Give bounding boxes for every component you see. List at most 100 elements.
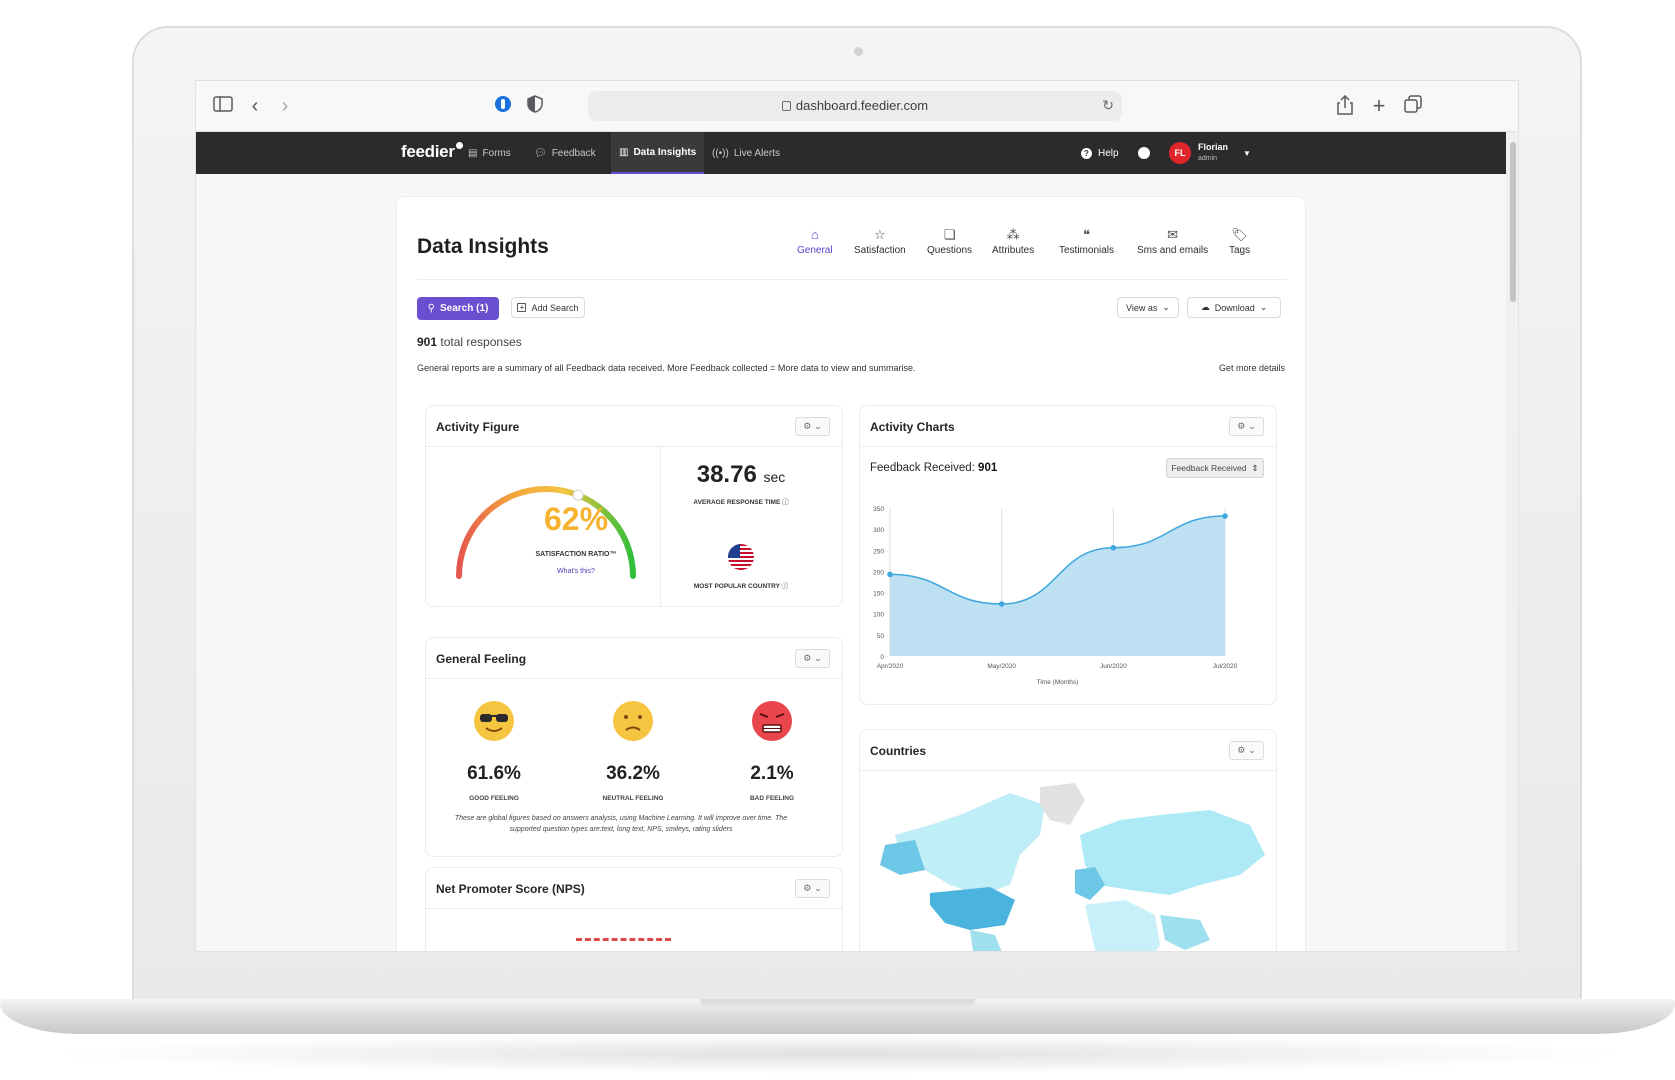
feeling-percent: 36.2% [606,763,660,784]
data-insights-card: Data Insights ⌂ General ☆ Satisfaction ❏ Qu… [396,196,1306,951]
whats-this-link[interactable]: What's this? [557,568,595,575]
speed-icon[interactable] [1138,132,1150,174]
panel-settings-button[interactable]: ⚙ ⌄ [795,879,830,898]
nav-item-data-insights[interactable]: ▥ Data Insights [611,132,705,174]
page-scrollbar[interactable] [1506,132,1518,951]
address-bar[interactable]: dashboard.feedier.com ↻ [588,91,1122,121]
chart-y-tick: 100 [873,612,884,619]
info-icon[interactable]: ⓘ [781,583,789,590]
reload-icon[interactable]: ↻ [1102,97,1114,113]
search-button[interactable]: ⚲ Search (1) [417,297,499,320]
star-icon: ☆ [874,227,886,242]
shield-icon[interactable] [524,95,546,117]
panel-title: Activity Charts [870,420,955,434]
metric-value: 901 [978,462,998,474]
nav-item-forms[interactable]: ▤ Forms [468,132,511,174]
report-description: General reports are a summary of all Fee… [417,363,916,373]
gear-icon: ⚙ [803,883,812,893]
chevron-down-icon: ⌄ [1248,421,1256,431]
chevron-down-icon: ▼ [1243,148,1251,158]
activity-charts-panel: Activity Charts ⚙ ⌄ Feedback Received: 90… [859,405,1277,705]
chart-icon: ▥ [619,146,629,158]
download-label: Download [1214,302,1255,313]
search-label: Search (1) [439,303,489,314]
nav-label: Feedback [551,147,596,159]
feedier-logo[interactable]: feedier [401,142,463,162]
tab-label: Testimonials [1059,245,1115,256]
app-navbar: feedier ▤ Forms 💬︎ Feedback ▥ Data Insights… [196,132,1506,174]
forms-icon: ▤ [468,147,478,159]
chart-y-tick: 250 [873,548,884,555]
info-icon[interactable]: ⓘ [782,499,789,506]
add-search-button[interactable]: + Add Search [511,297,585,318]
chart-y-tick: 200 [873,569,884,576]
tab-sms-emails[interactable]: ✉ Sms and emails [1137,227,1208,256]
user-menu[interactable]: FL Florian admin ▼ [1169,132,1251,174]
us-flag-icon [728,544,754,570]
panel-title: General Feeling [436,652,527,666]
feeling-percent: 2.1% [750,763,794,784]
help-label: Help [1098,147,1119,159]
chart-y-tick: 150 [873,591,884,598]
panel-settings-button[interactable]: ⚙ ⌄ [1229,417,1264,436]
nav-label: Live Alerts [733,147,780,159]
avg-time-unit: sec [763,469,786,485]
nps-gauge-arc [576,938,671,951]
chart-point [1222,513,1228,519]
tabs-overview-icon[interactable] [1402,95,1424,117]
tab-satisfaction[interactable]: ☆ Satisfaction [854,227,906,256]
tab-label: Attributes [992,245,1035,256]
url-text: dashboard.feedier.com [795,98,929,113]
chart-x-axis-label: Time (Months) [1037,679,1079,686]
laptop-notch [700,999,975,1008]
panel-title: Net Promoter Score (NPS) [436,882,585,896]
tab-general[interactable]: ⌂ General [797,227,833,256]
panel-settings-button[interactable]: ⚙ ⌄ [795,649,830,668]
avg-time-value: 38.76 [696,461,757,488]
tab-tags[interactable]: 🏷︎ Tags [1229,227,1250,256]
world-map [880,783,1265,951]
quote-icon: ❝ [1083,227,1091,242]
download-dropdown[interactable]: ☁ Download ⌄ [1187,297,1281,318]
panel-settings-button[interactable]: ⚙ ⌄ [1229,741,1264,760]
chart-x-tick: May/2020 [987,663,1016,670]
nav-item-feedback[interactable]: 💬︎ Feedback [534,132,596,174]
general-feeling-panel: General Feeling ⚙ ⌄ 61.6% GOOD FEELING 36 [425,637,843,857]
broadcast-icon: ((•)) [712,147,729,159]
help-link[interactable]: ? Help [1081,132,1119,174]
tab-attributes[interactable]: ⁂ Attributes [992,227,1034,256]
share-icon[interactable] [1334,94,1356,117]
tab-questions[interactable]: ❏ Questions [927,227,972,256]
chart-x-tick: Jul/2020 [1213,663,1238,670]
chart-x-tick: Apr/2020 [877,663,904,670]
popular-country-label: MOST POPULAR COUNTRY ⓘ [666,580,816,590]
chart-metric: Feedback Received: 901 [870,462,997,474]
metric-select-value: Feedback Received [1171,463,1247,473]
popular-country-label-text: MOST POPULAR COUNTRY [693,583,780,590]
panel-settings-button[interactable]: ⚙ ⌄ [795,417,830,436]
more-details-link[interactable]: Get more details [1218,363,1285,373]
new-tab-icon[interactable]: + [1372,93,1386,118]
logo-text: feedier [401,142,455,161]
scrollbar-thumb[interactable] [1510,142,1516,302]
metric-select[interactable]: Feedback Received ⇕ [1166,458,1264,478]
cool-face-icon [474,701,514,741]
sidebar-toggle-icon[interactable] [212,95,234,117]
chevron-down-icon: ⌄ [814,653,822,663]
view-as-dropdown[interactable]: View as ⌄ [1117,297,1179,318]
speech-bubbles-icon: ❏ [943,227,956,242]
header-divider [417,279,1287,280]
browser-toolbar: ‹ › dashboard.feedier.com ↻ + [196,81,1518,132]
back-icon[interactable]: ‹ [251,95,259,117]
laptop-shadow [40,1034,1635,1074]
chart-series-line [889,515,1226,605]
password-manager-icon[interactable] [492,95,514,117]
feeling-note: These are global figures based on answer… [454,815,788,833]
nav-item-live-alerts[interactable]: ((•)) Live Alerts [712,132,780,174]
chevron-down-icon: ⌄ [1162,302,1170,312]
tab-testimonials[interactable]: ❝ Testimonials [1059,227,1114,256]
activity-figure-panel: Activity Figure ⚙ ⌄ 62% SATISFACTION RATI… [425,405,843,607]
total-count: 901 [417,335,438,349]
forward-icon[interactable]: › [281,95,289,117]
total-suffix: total responses [440,335,522,349]
